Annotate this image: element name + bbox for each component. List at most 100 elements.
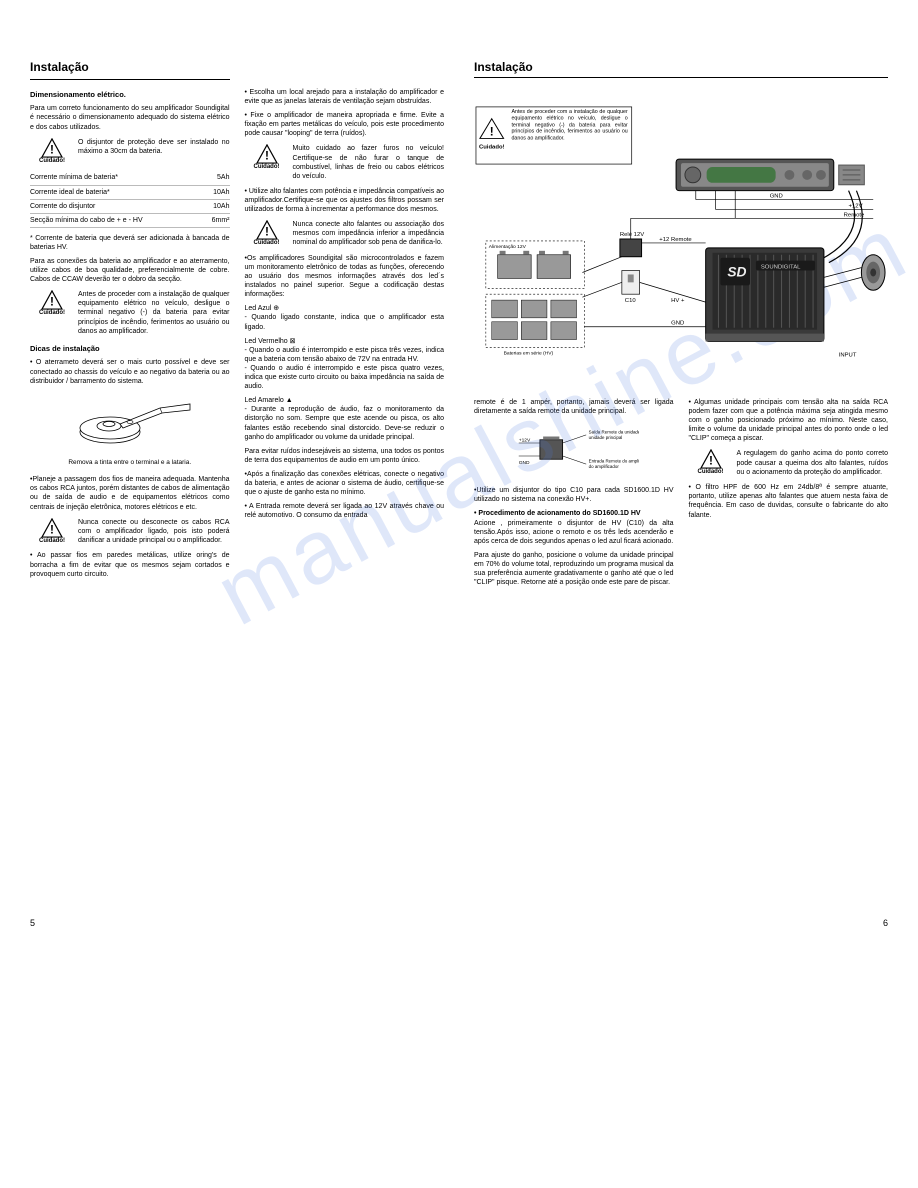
page-number-6: 6 bbox=[883, 918, 888, 928]
warning-triangle-icon: ! bbox=[256, 144, 278, 164]
head-unit-icon bbox=[676, 159, 864, 191]
cable-text: Para as conexões da bateria ao amplifica… bbox=[30, 257, 230, 284]
caution-right-icon: ! Cuidado! bbox=[689, 449, 733, 477]
amplifier-icon: SD SOUNDIGITAL bbox=[706, 248, 824, 342]
wall-text: • Ao passar fios em paredes metálicas, u… bbox=[30, 551, 230, 578]
page-number-5: 5 bbox=[30, 918, 35, 928]
svg-text:SD: SD bbox=[727, 264, 746, 279]
svg-text:C10: C10 bbox=[625, 298, 637, 304]
caution-5-label: Cuidado! bbox=[254, 240, 280, 248]
led-blue-title: Led Azul ⊕ bbox=[245, 305, 280, 312]
caution-3: ! Cuidado! Nunca conecte ou desconecte o… bbox=[30, 518, 230, 546]
caution-2-icon: ! Cuidado! bbox=[30, 290, 74, 318]
caution-1: ! Cuidado! O disjuntor de proteção deve … bbox=[30, 138, 230, 166]
fix-text: • Fixe o amplificador de maneira apropri… bbox=[245, 111, 445, 138]
intro-text: Para um correto funcionamento do seu amp… bbox=[30, 104, 230, 131]
terminal-caption: Remova a tinta entre o terminal e a lata… bbox=[30, 459, 230, 467]
proc-text: • Procedimento de acionamento do SD1600.… bbox=[474, 509, 674, 545]
noise-text: Para evitar ruídos indesejáveis ao siste… bbox=[245, 447, 445, 465]
svg-text:!: ! bbox=[490, 124, 494, 138]
spec-r2c1: 10Ah bbox=[202, 199, 229, 213]
led-yellow-title: Led Amarelo ▲ bbox=[245, 397, 293, 404]
caution-top: ! Cuidado! Antes de proceder com a insta… bbox=[476, 107, 632, 164]
svg-text:+12 Remote: +12 Remote bbox=[659, 237, 692, 243]
caution-4-label: Cuidado! bbox=[254, 164, 280, 172]
svg-text:GND: GND bbox=[519, 460, 530, 466]
svg-text:Saída Remote da unidade princi: Saída Remote da unidade principal bbox=[588, 429, 638, 434]
caution-1-label: Cuidado! bbox=[39, 158, 65, 166]
svg-text:!: ! bbox=[50, 522, 54, 536]
caution-2: ! Cuidado! Antes de proceder com a insta… bbox=[30, 290, 230, 335]
p5-col2: • Escolha um local arejado para a instal… bbox=[245, 60, 445, 592]
svg-text:Alimentação 12V: Alimentação 12V bbox=[489, 244, 527, 250]
heading-tips: Dicas de instalação bbox=[30, 344, 230, 354]
led-red-title: Led Vermelho ⊠ bbox=[245, 338, 296, 345]
svg-text:HV +: HV + bbox=[671, 298, 685, 304]
title-right: Instalação bbox=[474, 60, 888, 78]
remote-figure: +12V GND Saída Remote da unidade princip… bbox=[474, 422, 674, 480]
warning-triangle-icon: ! bbox=[41, 138, 63, 158]
led-yellow-desc: - Durante a reprodução de áudio, faz o m… bbox=[245, 406, 445, 440]
terminal-figure: Remova a tinta entre o terminal e a lata… bbox=[30, 394, 230, 468]
micro-text: •Os amplificadores Soundigital são micro… bbox=[245, 254, 445, 299]
svg-text:!: ! bbox=[50, 295, 54, 309]
spec-table: Corrente mínima de bateria*5Ah Corrente … bbox=[30, 171, 230, 227]
caution-2-text: Antes de proceder com a instalação de qu… bbox=[78, 290, 230, 335]
rca-text: • Algumas unidade principais com tensão … bbox=[689, 398, 889, 443]
warning-triangle-icon: ! bbox=[41, 290, 63, 310]
svg-text:!: ! bbox=[709, 454, 713, 468]
p6-col1: remote é de 1 ampér, portanto, jamais de… bbox=[474, 398, 674, 592]
p6-col2: • Algumas unidade principais com tensão … bbox=[689, 398, 889, 592]
led-red-desc1: - Quando o audio é interrompido e este p… bbox=[245, 347, 445, 363]
gain-text: Para ajuste do ganho, posicione o volume… bbox=[474, 551, 674, 587]
proc-title: • Procedimento de acionamento do SD1600.… bbox=[474, 510, 641, 517]
caution-2-label: Cuidado! bbox=[39, 310, 65, 318]
caution-4-text: Muito cuidado ao fazer furos no veículo!… bbox=[293, 144, 445, 180]
caution-top-text: Antes de proceder com a instalação de qu… bbox=[511, 109, 627, 142]
routing-text: •Planeje a passagem dos fios de maneira … bbox=[30, 475, 230, 511]
svg-text:Relé 12V: Relé 12V bbox=[620, 232, 644, 238]
vent-text: • Escolha um local arejado para a instal… bbox=[245, 88, 445, 106]
svg-text:!: ! bbox=[265, 149, 269, 163]
breaker-icon: C10 HV + bbox=[582, 271, 705, 305]
caution-1-icon: ! Cuidado! bbox=[30, 138, 74, 166]
spec-footnote: * Corrente de bateria que deverá ser adi… bbox=[30, 234, 230, 252]
heading-dimensionamento: Dimensionamento elétrico. bbox=[30, 90, 230, 100]
caution-right-label: Cuidado! bbox=[698, 469, 724, 477]
after-text: •Após a finalização das conexões elétric… bbox=[245, 470, 445, 497]
caution-3-icon: ! Cuidado! bbox=[30, 518, 74, 546]
svg-text:GND: GND bbox=[671, 321, 684, 327]
caution-4-icon: ! Cuidado! bbox=[245, 144, 289, 172]
svg-text:SOUNDIGITAL: SOUNDIGITAL bbox=[761, 265, 801, 271]
warning-triangle-icon: ! bbox=[256, 220, 278, 240]
spec-r0c0: Corrente mínima de bateria* bbox=[30, 171, 202, 185]
hpf-text: • O filtro HPF de 600 Hz em 24db/8ª é se… bbox=[689, 483, 889, 519]
terminal-drawing-icon bbox=[65, 394, 195, 454]
spec-r0c1: 5Ah bbox=[202, 171, 229, 185]
svg-text:!: ! bbox=[50, 142, 54, 156]
spec-r2c0: Corrente do disjuntor bbox=[30, 199, 202, 213]
caution-right: ! Cuidado! A regulagem do ganho acima do… bbox=[689, 449, 889, 477]
caution-5-text: Nunca conecte alto falantes ou associaçã… bbox=[293, 220, 445, 247]
warning-triangle-icon: ! bbox=[41, 518, 63, 538]
svg-text:do amplificador: do amplificador bbox=[588, 464, 619, 469]
led-yellow: Led Amarelo ▲ - Durante a reprodução de á… bbox=[245, 396, 445, 441]
svg-text:Baterias em série (HV): Baterias em série (HV) bbox=[504, 350, 554, 356]
remote-text: • A Entrada remote deverá ser ligada ao … bbox=[245, 502, 445, 520]
warning-triangle-icon: ! bbox=[700, 449, 722, 469]
page-5: Instalação Dimensionamento elétrico. Par… bbox=[30, 60, 444, 592]
battery-12v-icon bbox=[498, 251, 571, 279]
svg-text:GND: GND bbox=[770, 194, 783, 200]
remote-cont-text: remote é de 1 ampér, portanto, jamais de… bbox=[474, 398, 674, 416]
svg-text:unidade principal: unidade principal bbox=[588, 435, 622, 440]
caution-4: ! Cuidado! Muito cuidado ao fazer furos … bbox=[245, 144, 445, 180]
p5-col1: Instalação Dimensionamento elétrico. Par… bbox=[30, 60, 230, 592]
led-red-desc2: - Quando o audio é interrompido e este p… bbox=[245, 365, 445, 390]
spec-r1c0: Corrente ideal de bateria* bbox=[30, 185, 202, 199]
title-left: Instalação bbox=[30, 60, 230, 80]
spec-r1c1: 10Ah bbox=[202, 185, 229, 199]
svg-text:+12V: +12V bbox=[519, 438, 531, 444]
led-blue-desc: - Quando ligado constante, indica que o … bbox=[245, 314, 445, 330]
svg-text:INPUT: INPUT bbox=[839, 352, 857, 358]
proc-body: Acione , primeiramente o disjuntor de HV… bbox=[474, 520, 674, 545]
